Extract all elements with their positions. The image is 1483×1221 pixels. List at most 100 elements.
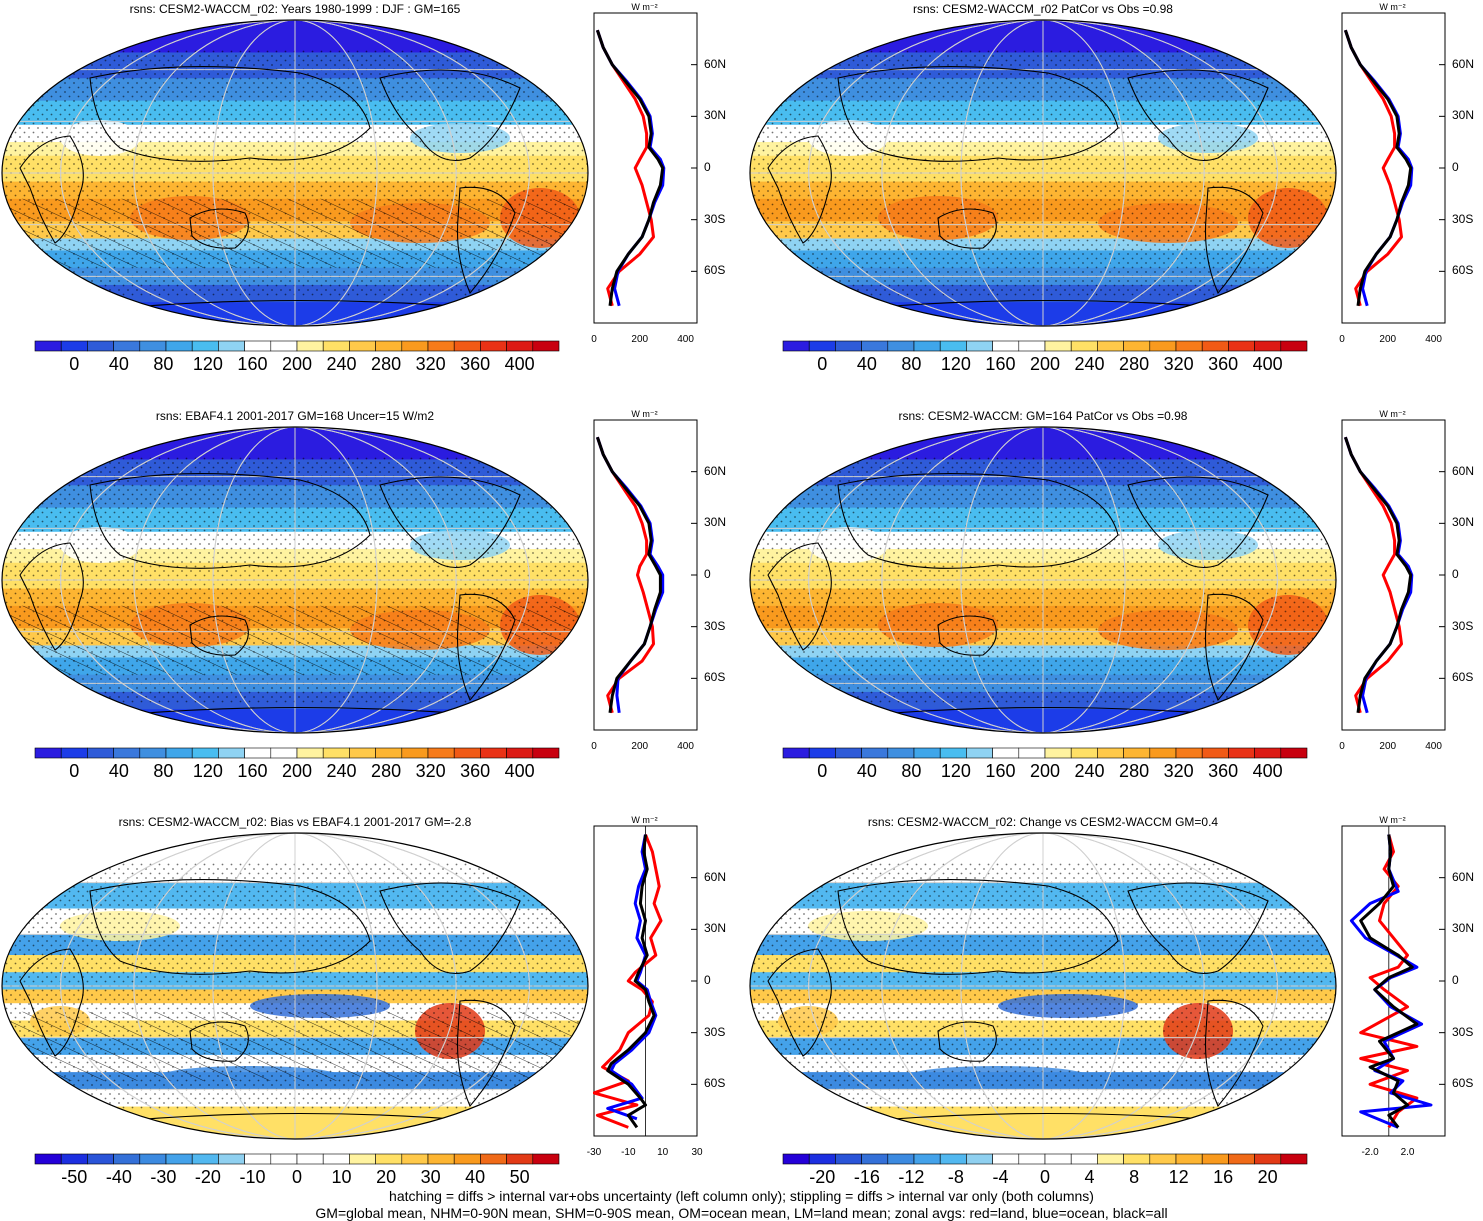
- coastlines: [19, 879, 521, 1122]
- colorbar-swatch: [1254, 340, 1282, 352]
- zonal-mean-plot: [593, 825, 698, 1137]
- colorbar-label: -12: [898, 1167, 925, 1187]
- colorbar-label: 360: [460, 354, 491, 374]
- colorbar-label: 200: [281, 761, 313, 781]
- coastlines: [19, 66, 521, 309]
- colorbar-swatch: [349, 340, 376, 352]
- colorbar-swatch: [887, 1153, 915, 1165]
- footer-line-1: hatching = diffs > internal var+obs unce…: [389, 1188, 1094, 1204]
- colorbar-swatch: [966, 747, 993, 759]
- colorbar-swatch: [349, 1153, 376, 1165]
- zonal-line-land: [593, 834, 663, 1129]
- panel-title: rsns: CESM2-WACCM_r02 PatCor vs Obs =0.9…: [913, 2, 1173, 16]
- lat-axis-label: 60N: [704, 869, 727, 884]
- colorbar-swatch: [861, 340, 889, 352]
- lat-axis-label: 0: [1452, 973, 1459, 987]
- colorbar-label: 280: [371, 761, 402, 781]
- colorbar-label: 200: [1029, 761, 1061, 781]
- lat-axis-label: 0: [704, 160, 711, 174]
- colorbar-swatch: [887, 747, 915, 759]
- lat-axis-label: 60S: [1452, 263, 1474, 278]
- colorbar-swatch: [1070, 340, 1098, 352]
- lat-axis-label: 30S: [704, 618, 726, 633]
- colorbar-swatch: [113, 1153, 141, 1165]
- colorbar-swatch: [1254, 1153, 1282, 1165]
- colorbar-swatch: [939, 340, 967, 352]
- colorbar-swatch: [401, 747, 429, 759]
- zonal-x-tick-label: 0: [1339, 334, 1345, 345]
- panel-title: rsns: CESM2-WACCM: GM=164 PatCor vs Obs …: [898, 409, 1188, 423]
- colorbar-label: 160: [237, 354, 268, 374]
- colorbar-label: -20: [809, 1167, 836, 1187]
- colorbar: [782, 1153, 1308, 1165]
- zonal-x-tick-label: 400: [1425, 741, 1442, 752]
- colorbar-label: 8: [1129, 1167, 1140, 1187]
- colorbar-swatch: [480, 747, 507, 759]
- colorbar-swatch: [1097, 1153, 1124, 1165]
- colorbar-swatch: [1149, 340, 1177, 352]
- colorbar-swatch: [60, 747, 88, 759]
- colorbar-swatch: [939, 747, 967, 759]
- colorbar-label: 320: [415, 354, 446, 374]
- zonal-x-tick-label: -2.0: [1361, 1147, 1379, 1158]
- zonal-line-all: [606, 834, 656, 1129]
- lat-axis-label: 30N: [1452, 108, 1475, 123]
- colorbar: [34, 340, 560, 352]
- colorbar-swatch: [165, 340, 193, 352]
- colorbar-swatch: [1097, 747, 1124, 759]
- colorbar-label: 240: [326, 761, 357, 781]
- colorbar-swatch: [270, 340, 298, 352]
- colorbar-swatch: [1123, 747, 1151, 759]
- colorbar-label: -50: [61, 1167, 88, 1187]
- colorbar-swatch: [453, 340, 481, 352]
- colorbar-swatch: [139, 1153, 167, 1165]
- map-panel-p3: rsns: EBAF4.1 2001-2017 GM=168 Uncer=15 …: [0, 407, 735, 807]
- map-p5: [1, 832, 589, 1140]
- colorbar: [34, 1153, 560, 1165]
- colorbar-label: 360: [1208, 354, 1239, 374]
- colorbar-swatch: [113, 340, 141, 352]
- colorbar-swatch: [349, 747, 376, 759]
- colorbar-swatch: [887, 340, 915, 352]
- colorbar-swatch: [808, 1153, 836, 1165]
- zonal-x-tick-label: -30: [586, 1147, 602, 1158]
- colorbar-label: -20: [194, 1167, 221, 1187]
- zonal-x-tick-label: 2.0: [1400, 1147, 1415, 1158]
- map-p1: [1, 19, 589, 327]
- colorbar-label: 40: [856, 761, 877, 781]
- colorbar-swatch: [913, 340, 941, 352]
- coastlines: [767, 473, 1269, 716]
- colorbar-swatch: [1280, 1153, 1308, 1165]
- colorbar-swatch: [1175, 340, 1203, 352]
- map-panel-p1: rsns: CESM2-WACCM_r02: Years 1980-1999 :…: [0, 0, 735, 400]
- colorbar-swatch: [782, 340, 810, 352]
- zonal-line-all: [595, 436, 662, 713]
- colorbar-swatch: [835, 340, 862, 352]
- zonal-unit-label: W m⁻²: [631, 815, 658, 825]
- graticule: [2, 427, 588, 733]
- zonal-x-tick-label: 400: [677, 741, 694, 752]
- colorbar-label: 280: [1119, 354, 1150, 374]
- colorbar-label: 400: [1252, 761, 1283, 781]
- colorbar-swatch: [218, 747, 245, 759]
- colorbar-swatch: [191, 747, 219, 759]
- colorbar-swatch: [87, 340, 114, 352]
- colorbar-swatch: [60, 1153, 88, 1165]
- colorbar-swatch: [1123, 1153, 1151, 1165]
- lat-axis-label: 60N: [704, 463, 727, 478]
- colorbar-swatch: [1254, 747, 1282, 759]
- colorbar-swatch: [1228, 340, 1255, 352]
- zonal-mean-plot: [1341, 12, 1446, 324]
- lat-axis-label: 30S: [1452, 1024, 1474, 1039]
- colorbar-swatch: [375, 340, 403, 352]
- colorbar-label: 12: [1168, 1167, 1189, 1187]
- colorbar-label: 240: [1074, 354, 1105, 374]
- colorbar-swatch: [218, 1153, 245, 1165]
- colorbar-swatch: [966, 340, 993, 352]
- colorbar-swatch: [1070, 1153, 1098, 1165]
- colorbar-swatch: [480, 340, 507, 352]
- lat-axis-label: 30N: [1452, 515, 1475, 530]
- colorbar-label: 30: [420, 1167, 441, 1187]
- lat-axis-label: 60N: [1452, 56, 1475, 71]
- colorbar-label: 120: [192, 354, 223, 374]
